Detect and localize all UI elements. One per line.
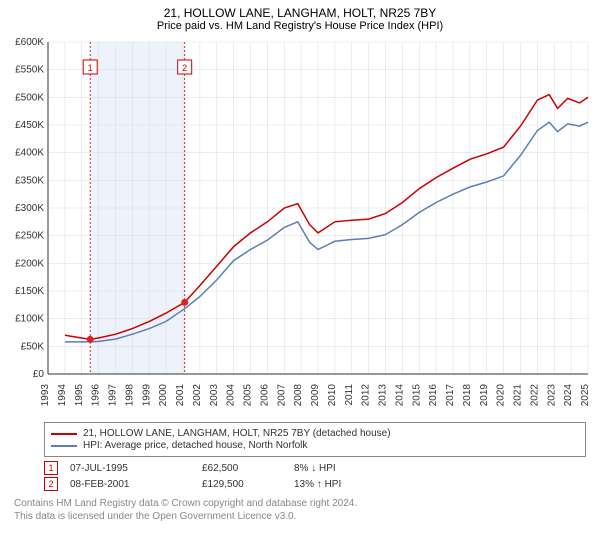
svg-text:2025: 2025 [580,384,591,407]
svg-text:1999: 1999 [141,384,152,407]
svg-text:2019: 2019 [479,384,490,407]
transaction-date: 08-FEB-2001 [70,479,190,490]
transaction-diff: 13% ↑ HPI [294,479,586,490]
svg-text:2022: 2022 [529,384,540,407]
svg-text:2004: 2004 [226,384,237,407]
svg-text:£100K: £100K [15,314,44,325]
svg-text:£300K: £300K [15,203,44,214]
transaction-marker: 2 [44,477,58,491]
svg-text:£50K: £50K [21,341,45,352]
svg-text:2003: 2003 [209,384,220,407]
svg-text:2021: 2021 [513,384,524,407]
svg-text:1997: 1997 [108,384,119,407]
svg-text:2016: 2016 [428,384,439,407]
svg-text:2010: 2010 [327,384,338,407]
svg-text:1993: 1993 [40,384,51,407]
svg-text:£0: £0 [33,369,45,380]
legend-label: 21, HOLLOW LANE, LANGHAM, HOLT, NR25 7BY… [83,428,391,439]
footer: Contains HM Land Registry data © Crown c… [0,493,600,523]
svg-text:£600K: £600K [15,37,44,48]
svg-text:1998: 1998 [124,384,135,407]
svg-text:£200K: £200K [15,258,44,269]
svg-text:2024: 2024 [563,384,574,407]
transaction-marker: 1 [44,461,58,475]
svg-text:2001: 2001 [175,384,186,407]
footer-line: Contains HM Land Registry data © Crown c… [14,497,586,510]
legend: 21, HOLLOW LANE, LANGHAM, HOLT, NR25 7BY… [44,422,586,457]
transaction-row: 1 07-JUL-1995 £62,500 8% ↓ HPI [44,461,586,475]
line-chart: £0 £50K £100K £150K £200K £250K £300K £350K £400… [0,36,600,416]
svg-text:2008: 2008 [293,384,304,407]
svg-text:£550K: £550K [15,65,44,76]
svg-text:£150K: £150K [15,286,44,297]
transaction-row: 2 08-FEB-2001 £129,500 13% ↑ HPI [44,477,586,491]
svg-text:2015: 2015 [411,384,422,407]
legend-label: HPI: Average price, detached house, Nort… [83,440,307,451]
svg-text:£500K: £500K [15,92,44,103]
chart-title: 21, HOLLOW LANE, LANGHAM, HOLT, NR25 7BY [0,0,600,20]
svg-text:2018: 2018 [462,384,473,407]
svg-text:£250K: £250K [15,231,44,242]
svg-text:2006: 2006 [259,384,270,407]
svg-text:1: 1 [88,63,93,73]
svg-text:1995: 1995 [74,384,85,407]
svg-text:2014: 2014 [394,384,405,407]
transaction-price: £62,500 [202,463,282,474]
chart-container: 21, HOLLOW LANE, LANGHAM, HOLT, NR25 7BY… [0,0,600,560]
transaction-date: 07-JUL-1995 [70,463,190,474]
svg-text:£350K: £350K [15,175,44,186]
chart-subtitle: Price paid vs. HM Land Registry's House … [0,20,600,32]
svg-text:1996: 1996 [91,384,102,407]
legend-swatch [51,433,77,435]
svg-text:2005: 2005 [243,384,254,407]
legend-swatch [51,445,77,447]
svg-text:2009: 2009 [310,384,321,407]
svg-text:2000: 2000 [158,384,169,407]
svg-text:2012: 2012 [361,384,372,407]
svg-text:2020: 2020 [496,384,507,407]
svg-text:£400K: £400K [15,148,44,159]
svg-text:2007: 2007 [276,384,287,407]
svg-text:2013: 2013 [378,384,389,407]
svg-text:2023: 2023 [546,384,557,407]
legend-item: HPI: Average price, detached house, Nort… [51,440,579,451]
transaction-price: £129,500 [202,479,282,490]
transaction-diff: 8% ↓ HPI [294,463,586,474]
svg-text:£450K: £450K [15,120,44,131]
svg-text:2002: 2002 [192,384,203,407]
svg-text:2017: 2017 [445,384,456,407]
footer-line: This data is licensed under the Open Gov… [14,510,586,523]
svg-text:2: 2 [182,63,187,73]
svg-text:1994: 1994 [57,384,68,407]
legend-item: 21, HOLLOW LANE, LANGHAM, HOLT, NR25 7BY… [51,428,579,439]
svg-text:2011: 2011 [344,384,355,406]
